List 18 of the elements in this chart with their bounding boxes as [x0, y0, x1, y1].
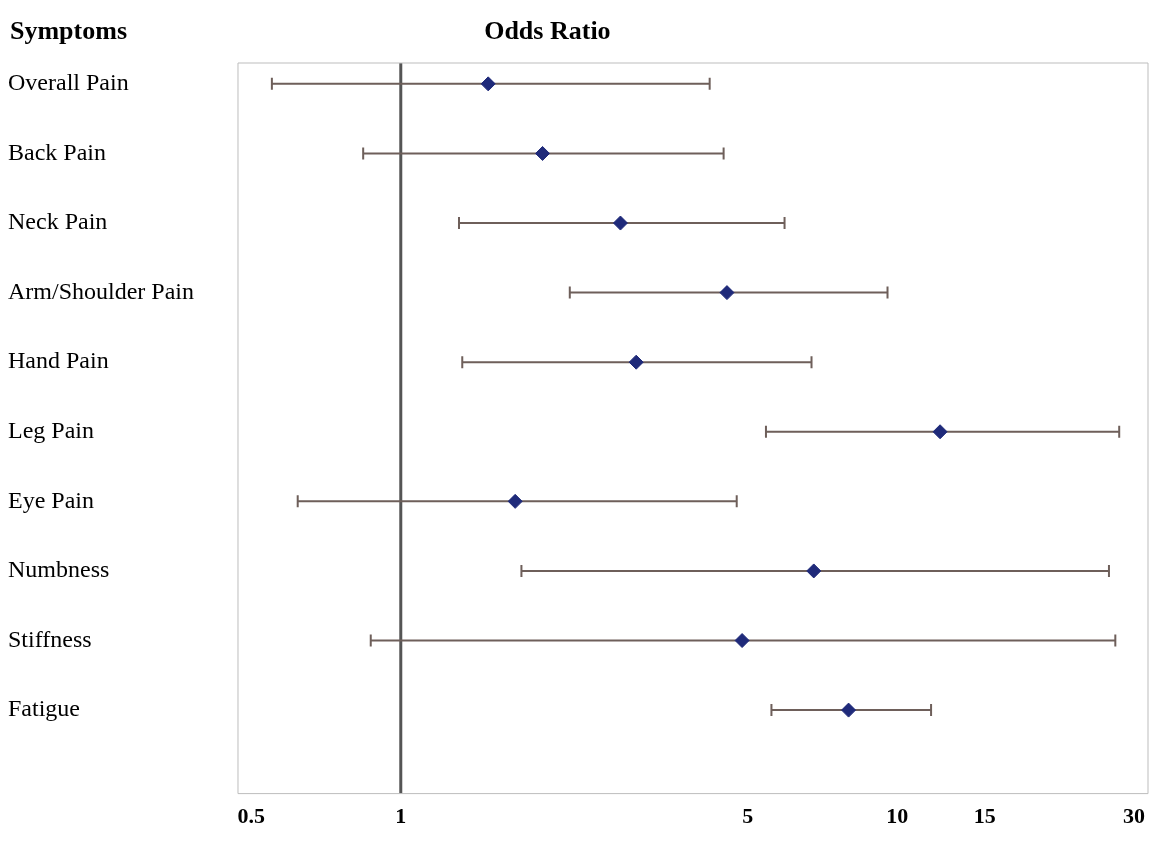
x-tick-label: 0.5 — [237, 803, 266, 829]
y-tick-label: Arm/Shoulder Pain — [8, 277, 194, 304]
chart-title: Odds Ratio — [484, 15, 611, 45]
y-tick-label: Hand Pain — [8, 347, 109, 374]
x-tick-label: 5 — [742, 803, 754, 829]
y-tick-label: Neck Pain — [8, 208, 108, 235]
y-tick-label: Back Pain — [8, 138, 106, 165]
x-tick-label: 15 — [973, 803, 996, 829]
y-tick-label: Stiffness — [8, 625, 92, 652]
y-tick-label: Leg Pain — [8, 417, 94, 444]
y-axis-title: Symptoms — [10, 15, 128, 45]
y-tick-label: Eye Pain — [8, 486, 94, 513]
x-tick-label: 30 — [1123, 803, 1146, 829]
y-tick-label: Numbness — [8, 556, 110, 583]
y-tick-label: Overall Pain — [8, 69, 129, 96]
x-tick-label: 1 — [395, 803, 407, 829]
x-tick-label: 10 — [886, 803, 909, 829]
y-tick-label: Fatigue — [8, 695, 80, 722]
